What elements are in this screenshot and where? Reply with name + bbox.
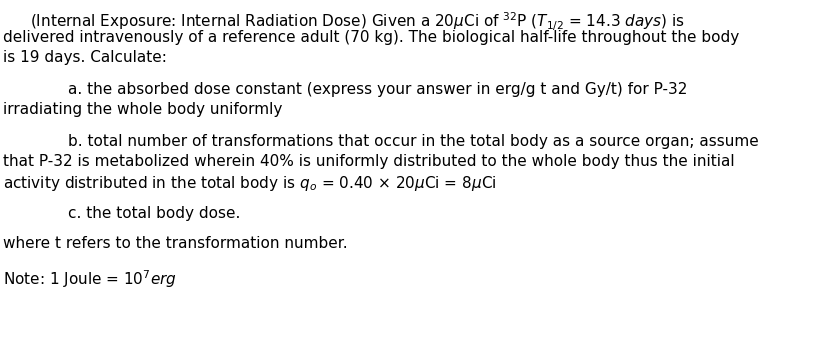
Text: activity distributed in the total body is $q_o$ = 0.40 $\times$ 20$\mu$Ci = 8$\m: activity distributed in the total body i…: [3, 174, 495, 193]
Text: Note: 1 Joule = $10^7$$erg$: Note: 1 Joule = $10^7$$erg$: [3, 268, 177, 290]
Text: b. total number of transformations that occur in the total body as a source orga: b. total number of transformations that …: [68, 134, 758, 149]
Text: c. the total body dose.: c. the total body dose.: [68, 206, 240, 221]
Text: delivered intravenously of a reference adult (70 kg). The biological half-life t: delivered intravenously of a reference a…: [3, 30, 739, 45]
Text: a. the absorbed dose constant (express your answer in erg/g t and Gy/t) for P-32: a. the absorbed dose constant (express y…: [68, 82, 686, 97]
Text: is 19 days. Calculate:: is 19 days. Calculate:: [3, 50, 167, 65]
Text: (Internal Exposure: Internal Radiation Dose) Given a 20$\mu$Ci of $^{32}$P ($T_{: (Internal Exposure: Internal Radiation D…: [30, 10, 684, 33]
Text: that P-32 is metabolized wherein 40% is uniformly distributed to the whole body : that P-32 is metabolized wherein 40% is …: [3, 154, 734, 169]
Text: where t refers to the transformation number.: where t refers to the transformation num…: [3, 236, 347, 251]
Text: irradiating the whole body uniformly: irradiating the whole body uniformly: [3, 102, 282, 117]
